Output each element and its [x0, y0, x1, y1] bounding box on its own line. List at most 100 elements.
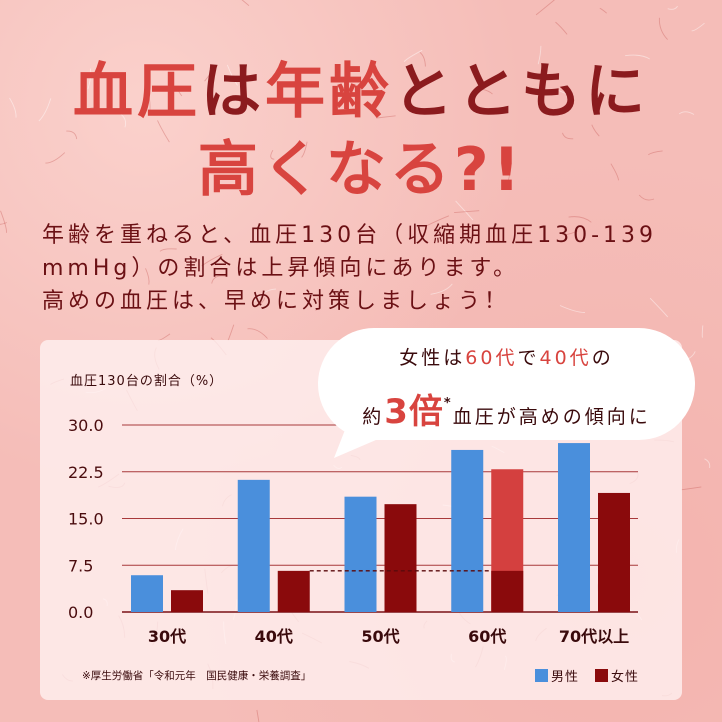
paper-fiber	[648, 150, 663, 156]
headline-segment: は	[201, 57, 265, 127]
callout-segment: で	[517, 347, 540, 369]
paper-fiber	[625, 54, 650, 60]
callout-segment: 女性は	[399, 347, 466, 369]
paper-fiber	[211, 275, 226, 284]
headline-segment: とともに	[393, 57, 649, 127]
paper-fiber	[568, 216, 592, 223]
paper-fiber	[85, 107, 102, 112]
paper-fiber	[678, 111, 695, 115]
intro-line: mmHg）の割合は上昇傾向にあります。	[42, 256, 520, 281]
paper-fiber	[253, 288, 277, 302]
y-tick-label: 0.0	[68, 603, 93, 622]
paper-fiber	[270, 149, 275, 160]
paper-fiber	[649, 297, 669, 318]
paper-fiber	[315, 297, 320, 311]
paper-fiber	[560, 230, 578, 235]
paper-fiber	[455, 200, 474, 221]
x-category-label: 50代	[361, 627, 399, 646]
paper-fiber	[638, 194, 655, 201]
paper-fiber	[555, 89, 571, 97]
callout-prefix: 約	[362, 406, 385, 428]
paper-fiber	[599, 7, 607, 14]
paper-fiber	[591, 124, 600, 137]
legend-label-male: 男性	[551, 669, 580, 685]
callout-segment: 60代	[465, 347, 518, 369]
paper-fiber	[204, 65, 218, 82]
bar-female-baseline-part	[491, 570, 524, 612]
paper-fiber	[177, 88, 183, 97]
bar-female	[171, 590, 203, 612]
paper-fiber	[691, 22, 705, 32]
chart-legend: 男性 女性	[535, 667, 655, 685]
bar-male	[451, 449, 484, 612]
callout-segment: 40代	[539, 347, 592, 369]
intro-text: 年齢を重ねると、血圧130台（収縮期血圧130-139 mmHg）の割合は上昇傾…	[42, 219, 657, 318]
source-note: ※厚生労働省「令和元年 国民健康・栄養調査」	[82, 670, 312, 682]
callout-line-2: 約3倍*血圧が高めの傾向に	[318, 382, 695, 439]
headline-segment: 血圧	[73, 57, 201, 127]
footnote-mark: *	[443, 396, 451, 411]
y-tick-label: 15.0	[68, 510, 104, 529]
paper-fiber	[9, 97, 17, 118]
legend-swatch-female	[595, 668, 609, 682]
paper-fiber	[681, 486, 702, 491]
paper-fiber	[658, 17, 668, 40]
bar-female	[384, 504, 417, 612]
paper-fiber	[481, 88, 493, 95]
bar-male	[131, 575, 163, 612]
paper-fiber	[419, 52, 426, 67]
paper-fiber	[562, 132, 574, 140]
paper-fiber	[704, 458, 711, 468]
paper-fiber	[454, 210, 480, 214]
paper-fiber	[555, 21, 568, 35]
headline-line-1: 血圧は年齢とともに	[0, 57, 722, 127]
headline-segment: 年齢	[265, 57, 393, 127]
intro-line: 高めの血圧は、早めに対策しましょう！	[42, 289, 511, 314]
paper-fiber	[227, 324, 235, 341]
x-category-label: 70代以上	[559, 627, 629, 646]
y-tick-label: 22.5	[68, 463, 104, 482]
x-category-label: 30代	[148, 627, 186, 646]
paper-fiber	[258, 297, 265, 307]
paper-fiber	[159, 248, 177, 252]
paper-fiber	[424, 187, 434, 191]
paper-fiber	[667, 5, 678, 10]
speech-bubble-body	[318, 328, 695, 440]
paper-fiber	[241, 0, 250, 7]
paper-fiber	[426, 215, 450, 227]
headline-line-2: 高くなる?!	[197, 135, 525, 205]
paper-fiber	[559, 305, 585, 313]
bar-female	[598, 492, 630, 612]
paper-fiber	[376, 115, 396, 119]
paper-fiber	[247, 328, 268, 339]
paper-fiber	[119, 113, 127, 128]
callout-line-1: 女性は60代で40代の	[318, 344, 695, 372]
paper-fiber	[301, 141, 308, 158]
paper-fiber	[145, 88, 151, 114]
y-axis-label: 血圧130台の割合（%）	[70, 374, 224, 389]
legend-swatch-male	[535, 668, 548, 682]
paper-fiber	[535, 0, 555, 16]
intro-line: 年齢を重ねると、血圧130台（収縮期血圧130-139	[42, 223, 658, 248]
paper-fiber	[45, 152, 66, 164]
paper-fiber	[0, 222, 7, 225]
callout-emphasis: 3倍	[384, 392, 444, 432]
legend-label-female: 女性	[611, 669, 640, 685]
paper-fiber	[701, 325, 704, 338]
paper-fiber	[226, 64, 238, 86]
bar-male	[237, 479, 270, 612]
x-category-label: 40代	[255, 627, 293, 646]
bar-male	[344, 496, 377, 612]
x-category-label: 60代	[468, 627, 506, 646]
paper-fiber	[201, 253, 223, 267]
y-tick-label: 7.5	[68, 556, 93, 575]
paper-fiber	[66, 130, 78, 140]
paper-fiber	[507, 163, 512, 183]
paper-fiber	[256, 709, 260, 722]
paper-fiber	[0, 210, 7, 233]
paper-fiber	[430, 283, 453, 295]
paper-fiber	[537, 45, 542, 65]
callout-suffix: 血圧が高めの傾向に	[452, 406, 651, 428]
paper-fiber	[38, 98, 52, 122]
